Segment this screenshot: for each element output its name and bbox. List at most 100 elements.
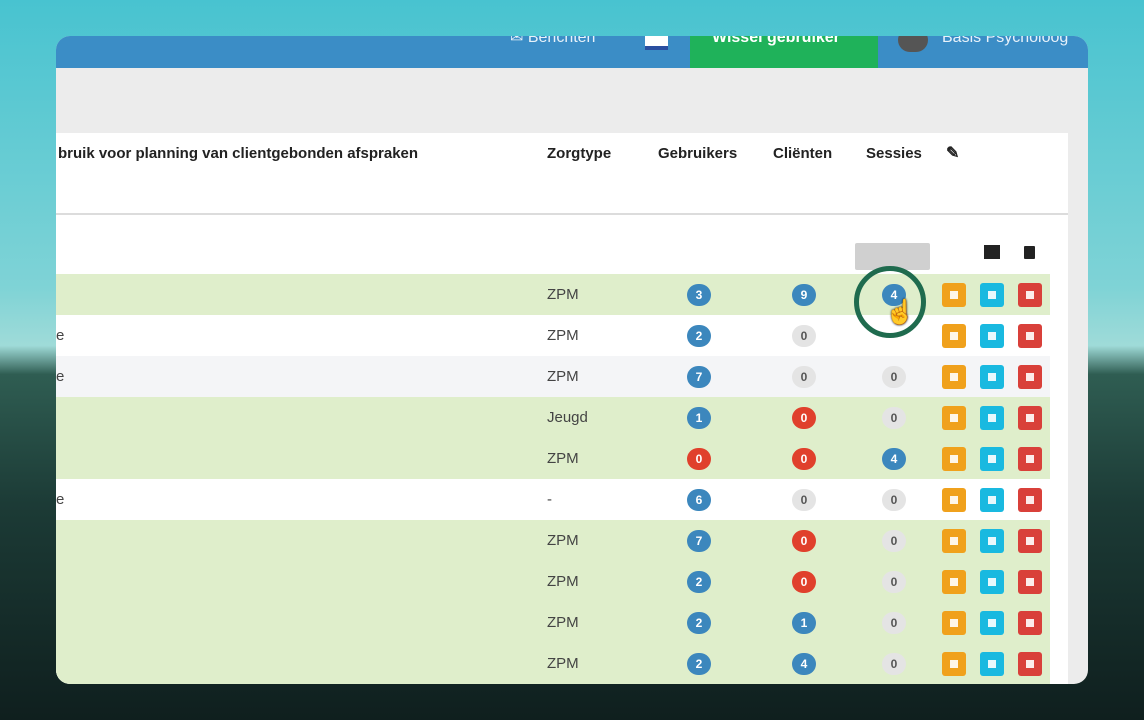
flag[interactable] xyxy=(645,36,668,50)
button-icon xyxy=(950,496,958,504)
archive-button[interactable] xyxy=(980,652,1004,676)
archive-button[interactable] xyxy=(980,324,1004,348)
column-header: Cliënten xyxy=(773,145,833,162)
clienten-badge: 9 xyxy=(792,284,816,306)
clienten-badge: 0 xyxy=(792,448,816,470)
name-cell: e xyxy=(56,327,65,344)
button-icon xyxy=(1026,373,1034,381)
edit-button[interactable] xyxy=(942,447,966,471)
edit-icon: ✎ xyxy=(946,145,960,162)
button-icon xyxy=(988,291,996,299)
archive-button[interactable] xyxy=(980,570,1004,594)
zorgtype-cell: ZPM xyxy=(547,532,579,549)
zorgtype-cell: ZPM xyxy=(547,368,579,385)
click-indicator xyxy=(854,266,926,338)
gebruikers-badge: 6 xyxy=(687,489,711,511)
archive-button[interactable] xyxy=(980,406,1004,430)
delete-button[interactable] xyxy=(1018,283,1042,307)
gebruikers-badge: 7 xyxy=(687,530,711,552)
zorgtype-cell: ZPM xyxy=(547,614,579,631)
button-icon xyxy=(950,619,958,627)
edit-button[interactable] xyxy=(942,652,966,676)
button-icon xyxy=(988,332,996,340)
archive-button[interactable] xyxy=(980,529,1004,553)
button-icon xyxy=(988,373,996,381)
delete-button[interactable] xyxy=(1018,406,1042,430)
gebruikers-badge: 0 xyxy=(687,448,711,470)
clienten-badge: 0 xyxy=(792,530,816,552)
button-icon xyxy=(1026,496,1034,504)
column-header[interactable]: Sessies xyxy=(866,145,922,162)
delete-button[interactable] xyxy=(1018,652,1042,676)
column-header: Gebruikers xyxy=(658,145,738,162)
zorgtype-cell: ZPM xyxy=(547,286,579,303)
messages-link[interactable]: ✉ Berichten xyxy=(510,36,595,47)
sessies-badge: 0 xyxy=(882,366,906,388)
archive-button[interactable] xyxy=(980,283,1004,307)
edit-button[interactable] xyxy=(942,529,966,553)
zorgtype-cell: Jeugd xyxy=(547,409,588,426)
edit-button[interactable] xyxy=(942,324,966,348)
button-icon xyxy=(1026,332,1034,340)
button-icon xyxy=(950,414,958,422)
button-icon xyxy=(1026,619,1034,627)
edit-button[interactable] xyxy=(942,611,966,635)
edit-button[interactable] xyxy=(942,365,966,389)
sessies-badge: 0 xyxy=(882,571,906,593)
name-cell: e xyxy=(56,491,65,508)
zorgtype-cell: ZPM xyxy=(547,655,579,672)
button-icon xyxy=(950,332,958,340)
avatar xyxy=(898,36,928,52)
column-header: Zorgtype xyxy=(547,145,612,162)
button-icon xyxy=(950,455,958,463)
nav-bar: ✉ Berichten Wissel gebruiker Basis Psych… xyxy=(56,36,1088,68)
delete-button[interactable] xyxy=(1018,447,1042,471)
sessies-badge: 4 xyxy=(882,448,906,470)
gebruikers-badge: 2 xyxy=(687,325,711,347)
table-row: Jeugd 1 0 0 xyxy=(56,397,1050,438)
button-icon xyxy=(950,291,958,299)
edit-button[interactable] xyxy=(942,283,966,307)
switch-user-button[interactable]: Wissel gebruiker xyxy=(690,36,878,68)
button-icon xyxy=(988,537,996,545)
clienten-badge: 0 xyxy=(792,407,816,429)
button-icon xyxy=(1026,414,1034,422)
archive-button[interactable] xyxy=(980,488,1004,512)
delete-button[interactable] xyxy=(1018,611,1042,635)
button-icon xyxy=(988,496,996,504)
delete-button[interactable] xyxy=(1018,324,1042,348)
user-name[interactable]: Basis Psycholoog xyxy=(942,36,1069,46)
button-icon xyxy=(1026,455,1034,463)
edit-button[interactable] xyxy=(942,406,966,430)
sessies-badge: 0 xyxy=(882,653,906,675)
archive-button[interactable] xyxy=(980,611,1004,635)
delete-button[interactable] xyxy=(1018,529,1042,553)
archive-button[interactable] xyxy=(980,365,1004,389)
button-icon xyxy=(950,578,958,586)
tooltip xyxy=(855,243,930,270)
zorgtype-cell: ZPM xyxy=(547,573,579,590)
button-icon xyxy=(988,578,996,586)
archive-button[interactable] xyxy=(980,447,1004,471)
sessies-badge: 0 xyxy=(882,530,906,552)
edit-button[interactable] xyxy=(942,570,966,594)
gebruikers-badge: 7 xyxy=(687,366,711,388)
zorgtype-cell: ZPM xyxy=(547,327,579,344)
clienten-badge: 0 xyxy=(792,571,816,593)
button-icon xyxy=(988,660,996,668)
name-cell: e xyxy=(56,368,65,385)
edit-button[interactable] xyxy=(942,488,966,512)
delete-button[interactable] xyxy=(1018,488,1042,512)
gebruikers-badge: 3 xyxy=(687,284,711,306)
clienten-badge: 0 xyxy=(792,366,816,388)
sessies-badge: 0 xyxy=(882,489,906,511)
table-row: ZPM 2 4 0 xyxy=(56,643,1050,684)
app-window: ✉ Berichten Wissel gebruiker Basis Psych… xyxy=(56,36,1088,684)
table-row: e ZPM 7 0 0 xyxy=(56,356,1050,397)
delete-button[interactable] xyxy=(1018,570,1042,594)
clienten-badge: 0 xyxy=(792,325,816,347)
button-icon xyxy=(1026,578,1034,586)
archive-icon xyxy=(984,245,1000,259)
delete-button[interactable] xyxy=(1018,365,1042,389)
